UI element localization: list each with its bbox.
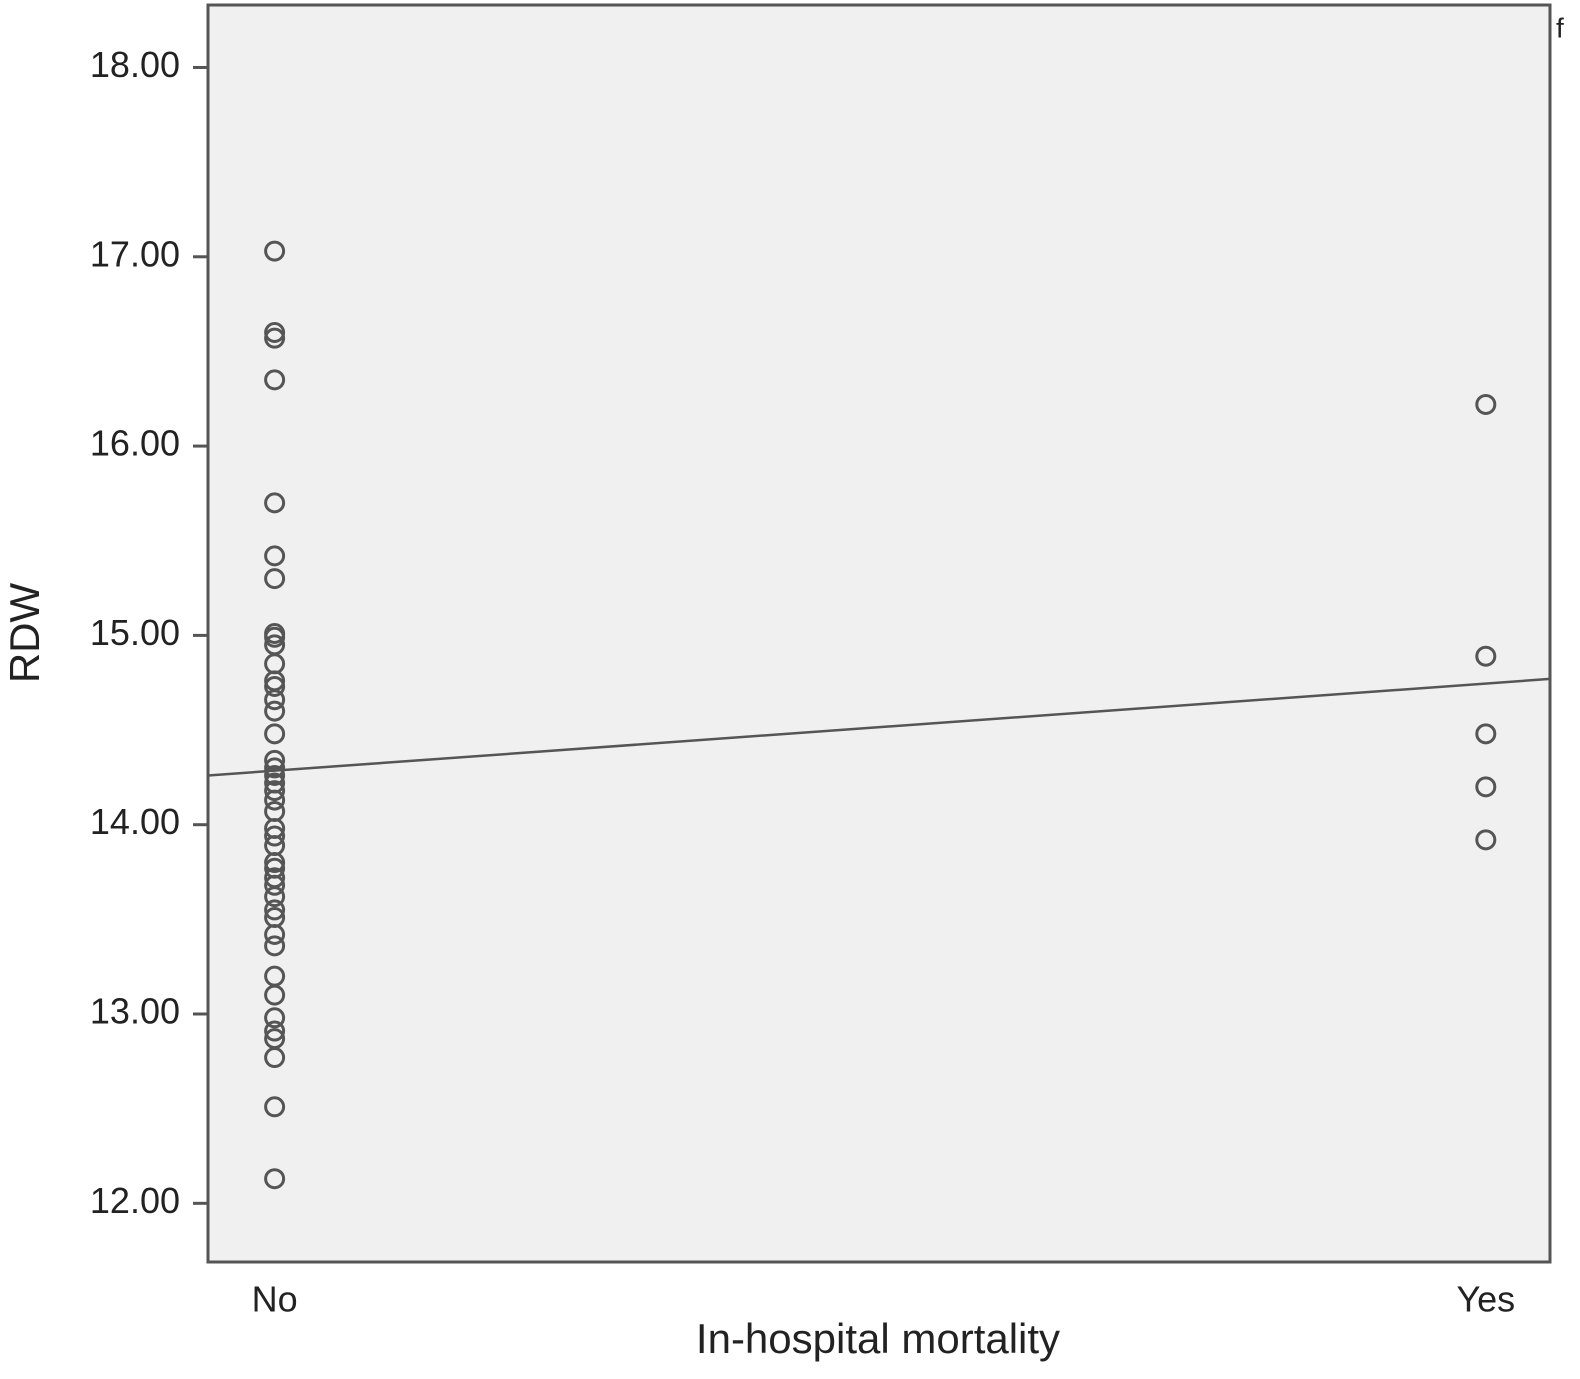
y-tick-label: 12.00 bbox=[90, 1180, 180, 1221]
plot-area bbox=[206, 3, 1552, 1264]
y-tick-label: 18.00 bbox=[90, 44, 180, 85]
x-tick-label: Yes bbox=[1456, 1279, 1515, 1320]
fit-line bbox=[207, 677, 1551, 777]
point bbox=[264, 1047, 286, 1069]
point bbox=[264, 923, 286, 945]
point bbox=[264, 1168, 286, 1190]
point bbox=[264, 545, 286, 567]
point bbox=[264, 568, 286, 590]
point bbox=[264, 899, 286, 921]
point bbox=[264, 1007, 286, 1029]
point bbox=[264, 689, 286, 711]
point bbox=[264, 1020, 286, 1042]
point bbox=[264, 626, 286, 648]
point bbox=[264, 749, 286, 771]
y-tick-label: 13.00 bbox=[90, 991, 180, 1032]
x-axis-label: In-hospital mortality bbox=[696, 1315, 1060, 1362]
x-tick-label: No bbox=[252, 1279, 298, 1320]
point bbox=[1475, 723, 1497, 745]
point bbox=[264, 852, 286, 874]
point bbox=[264, 764, 286, 786]
y-tick-label: 15.00 bbox=[90, 612, 180, 653]
point bbox=[264, 322, 286, 344]
point bbox=[264, 492, 286, 514]
point bbox=[264, 935, 286, 957]
point bbox=[264, 700, 286, 722]
point bbox=[1475, 829, 1497, 851]
point bbox=[264, 886, 286, 908]
point bbox=[1475, 393, 1497, 415]
y-tick-label: 17.00 bbox=[90, 233, 180, 274]
point bbox=[264, 723, 286, 745]
point bbox=[264, 369, 286, 391]
annotation: f bbox=[1556, 12, 1564, 43]
point bbox=[1475, 776, 1497, 798]
point bbox=[264, 789, 286, 811]
point bbox=[264, 780, 286, 802]
point bbox=[264, 327, 286, 349]
y-tick-label: 14.00 bbox=[90, 801, 180, 842]
point bbox=[1475, 645, 1497, 667]
point bbox=[264, 984, 286, 1006]
y-tick-label: 16.00 bbox=[90, 423, 180, 464]
y-axis-label: RDW bbox=[1, 582, 48, 683]
point bbox=[264, 676, 286, 698]
point bbox=[264, 825, 286, 847]
point bbox=[264, 874, 286, 896]
point bbox=[264, 240, 286, 262]
point bbox=[264, 1096, 286, 1118]
point bbox=[264, 757, 286, 779]
